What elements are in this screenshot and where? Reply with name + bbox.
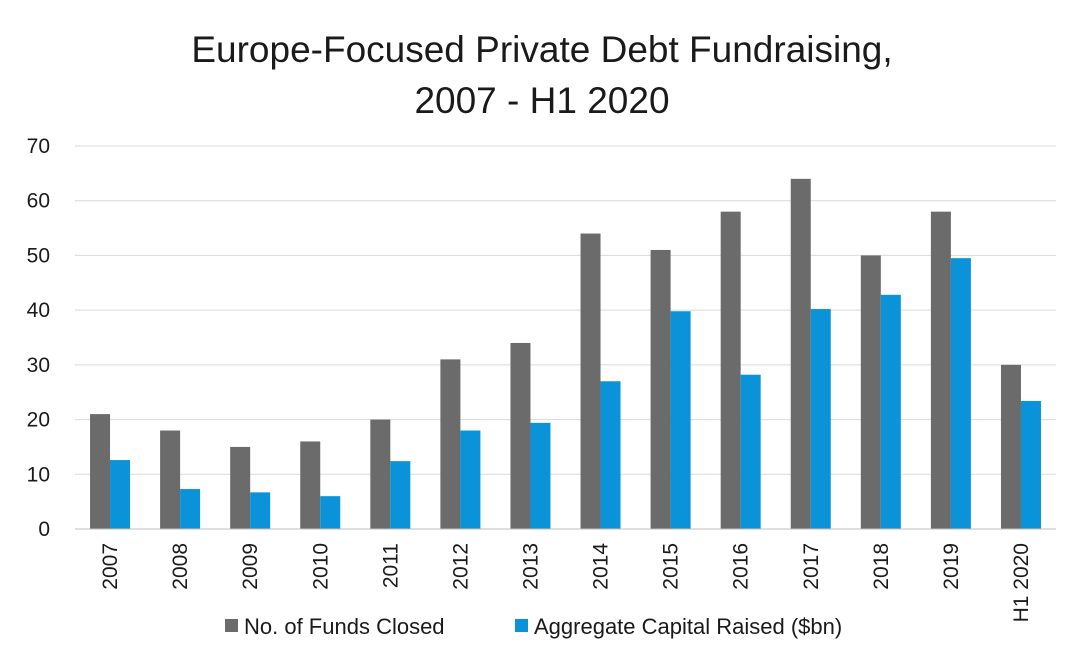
bar-funds-closed (650, 249, 671, 529)
y-tick-label: 50 (27, 244, 50, 267)
bar-funds-closed (930, 211, 951, 529)
bar-capital-raised (320, 496, 341, 529)
x-tick-label: 2009 (239, 543, 262, 590)
y-tick-label: 60 (27, 190, 50, 213)
bar-capital-raised (670, 311, 691, 529)
x-tick-label: 2016 (730, 543, 753, 590)
bar-funds-closed (370, 419, 391, 529)
bar-funds-closed (860, 255, 881, 529)
y-tick-label: 70 (27, 135, 50, 158)
legend-label: Aggregate Capital Raised ($bn) (534, 614, 842, 639)
legend-swatch (225, 619, 238, 632)
bar-capital-raised (1020, 400, 1041, 529)
bar-funds-closed (160, 430, 181, 529)
bar-funds-closed (90, 414, 111, 529)
bar-capital-raised (460, 430, 481, 529)
y-tick-label: 10 (27, 463, 50, 486)
x-tick-label: H1 2020 (1010, 543, 1033, 622)
bar-capital-raised (530, 422, 551, 529)
bar-capital-raised (110, 460, 131, 529)
bar-capital-raised (950, 258, 971, 529)
bar-funds-closed (720, 211, 741, 529)
bar-capital-raised (180, 489, 201, 529)
x-tick-label: 2017 (800, 543, 823, 590)
bar-capital-raised (390, 461, 411, 529)
bar-funds-closed (300, 441, 321, 529)
y-axis-ticks: 0 10 20 30 40 50 60 70 (27, 135, 50, 541)
x-tick-label: 2018 (870, 543, 893, 590)
x-tick-label: 2007 (99, 543, 122, 590)
bar-funds-closed (580, 233, 601, 530)
bar-funds-closed (510, 342, 531, 529)
legend-swatch (515, 619, 528, 632)
x-tick-label: 2019 (940, 543, 963, 590)
legend-label: No. of Funds Closed (244, 614, 445, 639)
x-tick-label: 2015 (660, 543, 683, 590)
bar-capital-raised (600, 381, 621, 529)
bar-funds-closed (1000, 364, 1021, 529)
x-tick-label: 2008 (169, 543, 192, 590)
chart-title: Europe-Focused Private Debt Fundraising, (191, 29, 892, 70)
y-tick-label: 40 (27, 299, 50, 322)
gridlines (75, 145, 1056, 475)
y-tick-label: 0 (38, 518, 50, 541)
chart-subtitle: 2007 - H1 2020 (414, 80, 669, 121)
bar-capital-raised (740, 374, 761, 529)
bar-capital-raised (880, 294, 901, 529)
x-axis-ticks: 2007 2008 2009 2010 2011 2012 2013 2014 2015 2016… (99, 543, 1033, 623)
bar-funds-closed (790, 178, 811, 530)
bar-funds-closed (230, 446, 251, 529)
bar-capital-raised (250, 492, 271, 529)
bar-capital-raised (810, 309, 831, 529)
bar-funds-closed (440, 359, 461, 529)
legend: No. of Funds Closed Aggregate Capital Rai… (225, 614, 842, 639)
x-tick-label: 2014 (590, 543, 613, 590)
x-tick-label: 2013 (519, 543, 542, 590)
y-tick-label: 30 (27, 354, 50, 377)
y-tick-label: 20 (27, 409, 50, 432)
x-tick-label: 2010 (309, 543, 332, 590)
bars (90, 178, 1041, 530)
x-tick-label: 2011 (379, 543, 402, 588)
x-tick-label: 2012 (449, 543, 472, 590)
